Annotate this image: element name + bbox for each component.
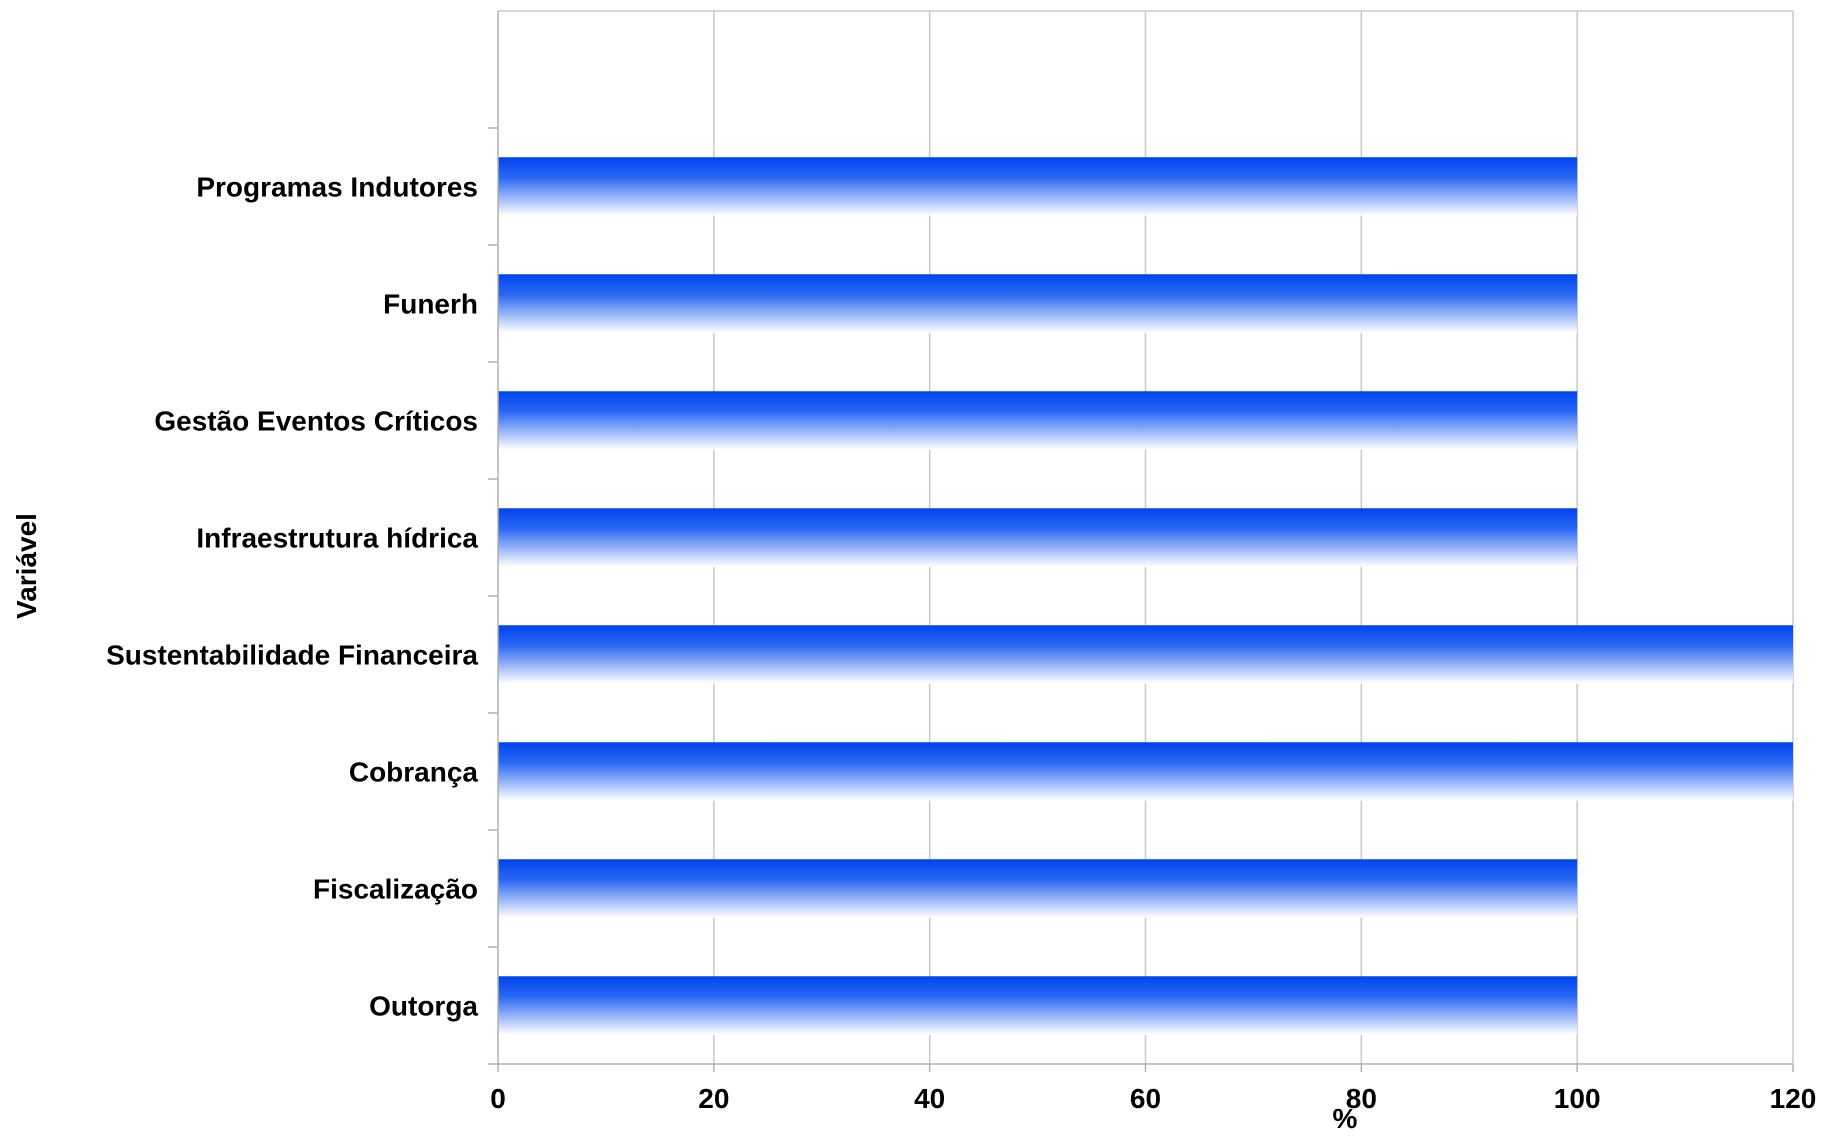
category-label: Infraestrutura hídrica — [196, 523, 478, 554]
category-label: Funerh — [383, 289, 478, 320]
x-tick-label: 40 — [914, 1083, 945, 1114]
category-label: Cobrança — [349, 757, 479, 788]
bars — [498, 157, 1793, 1035]
x-tick-label: 120 — [1770, 1083, 1817, 1114]
bar — [498, 274, 1578, 333]
x-tick-label: 80 — [1346, 1083, 1377, 1114]
axes — [488, 11, 1794, 1072]
category-label: Fiscalização — [313, 874, 478, 905]
bar — [498, 391, 1578, 450]
x-tick-label: 60 — [1130, 1083, 1161, 1114]
category-label: Programas Indutores — [196, 172, 478, 203]
bar — [498, 976, 1578, 1035]
category-label: Outorga — [369, 991, 478, 1022]
x-tick-label: 20 — [698, 1083, 729, 1114]
x-axis-title: % — [1333, 1103, 1358, 1133]
bar — [498, 742, 1793, 801]
x-tick-label: 100 — [1554, 1083, 1601, 1114]
labels: 0 20 40 60 80 100 120 Programas Indutores Funerh… — [106, 172, 1816, 1115]
y-axis-title: Variável — [11, 513, 42, 619]
x-tick-label: 0 — [490, 1083, 506, 1114]
bar — [498, 508, 1578, 567]
bar — [498, 859, 1578, 918]
category-label: Gestão Eventos Críticos — [154, 406, 478, 437]
bar — [498, 625, 1793, 684]
bar — [498, 157, 1578, 216]
category-label: Sustentabilidade Financeira — [106, 640, 478, 671]
